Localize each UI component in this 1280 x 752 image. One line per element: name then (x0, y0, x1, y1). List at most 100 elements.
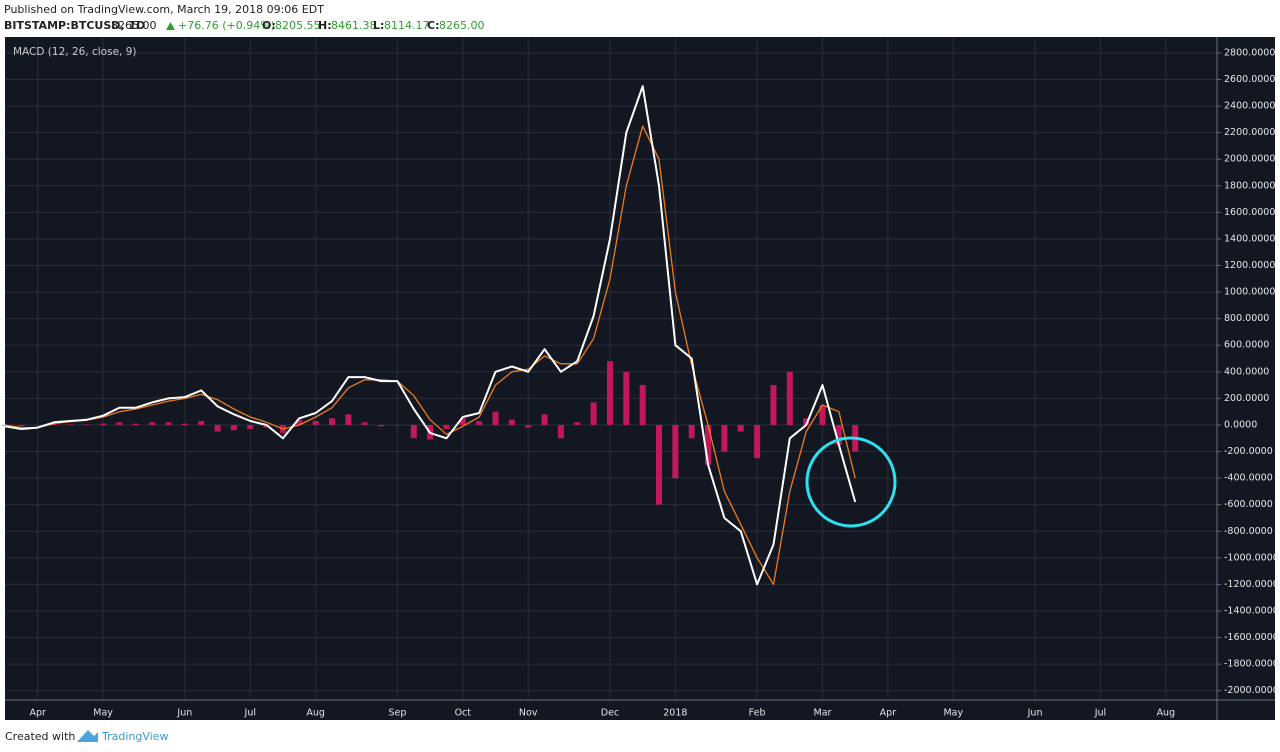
y-tick-label: 2400.0000 (1224, 101, 1275, 112)
y-tick-label: -400.0000 (1224, 473, 1273, 484)
histogram-bar (214, 424, 221, 432)
y-tick-label: 2200.0000 (1224, 127, 1275, 138)
y-tick-label: -800.0000 (1224, 526, 1273, 537)
histogram-bar (656, 424, 662, 505)
published-note: Published on TradingView.com, March 19, … (4, 3, 324, 16)
y-tick-label: 0.0000 (1224, 419, 1257, 430)
histogram-bar (83, 424, 90, 425)
histogram-bar (34, 424, 41, 426)
y-tick-label: 1400.0000 (1224, 233, 1275, 244)
histogram-bar (361, 422, 368, 425)
histogram-bar (835, 424, 842, 445)
histogram-bar (100, 423, 107, 425)
histogram-bar (574, 422, 581, 425)
histogram-bar (247, 424, 254, 429)
y-tick-label: 400.0000 (1224, 366, 1269, 377)
ohlc-label: H: (318, 19, 332, 32)
y-tick-label: -1200.0000 (1224, 579, 1279, 590)
ohlc-label: O: (262, 19, 276, 32)
histogram-bar (230, 424, 237, 431)
histogram-bar (606, 361, 613, 425)
up-arrow (166, 22, 175, 30)
change: +76.76 (+0.94%) (178, 19, 275, 32)
x-tick-label: 2018 (663, 708, 687, 719)
histogram-bar (786, 371, 793, 425)
line (4, 85, 857, 586)
histogram-bar (525, 424, 532, 428)
histogram-bar (443, 424, 450, 429)
histogram-bar (312, 420, 319, 425)
y-tick-label: 600.0000 (1224, 340, 1269, 351)
histogram-bar (378, 424, 385, 427)
x-tick-label: Jul (1094, 708, 1106, 719)
chart-panel (5, 37, 1275, 720)
histogram-bar (67, 424, 74, 425)
histogram-bar (149, 422, 156, 425)
y-tick-label: 1200.0000 (1224, 260, 1275, 271)
x-tick-label: Mar (814, 708, 832, 719)
histogram-bar (51, 423, 58, 425)
x-tick-label: Dec (601, 708, 619, 719)
histogram-bar (754, 424, 761, 459)
ohlc-label: C: (427, 19, 439, 32)
y-tick-label: -1400.0000 (1224, 605, 1279, 616)
x-tick-label: Aug (306, 708, 325, 719)
symbol: BITSTAMP:BTCUSD, 1D (4, 19, 145, 32)
brand: TradingView (101, 730, 168, 743)
y-tick-label: 1000.0000 (1224, 287, 1275, 298)
histogram-bar (116, 422, 123, 425)
histogram-bar (705, 424, 712, 465)
indicator-title: MACD (12, 26, close, 9) (13, 46, 136, 58)
ohlc-label: L: (373, 19, 384, 32)
y-tick-label: 2000.0000 (1224, 154, 1275, 165)
histogram-bar (345, 414, 352, 425)
histogram-bar (476, 420, 483, 425)
histogram-bar (263, 424, 270, 428)
histogram-bar (459, 418, 466, 425)
histogram-bar (557, 424, 564, 439)
histogram-bar (132, 423, 139, 425)
last-price: 8265.00 (111, 19, 157, 32)
x-tick-label: Jun (176, 708, 192, 719)
y-tick-label: -2000.0000 (1224, 685, 1279, 696)
histogram-bar (394, 424, 401, 426)
created-with: Created with (5, 730, 75, 743)
x-tick-label: Aug (1157, 708, 1176, 719)
logo (77, 730, 98, 742)
histogram-bar (410, 424, 417, 439)
x-tick-label: Apr (29, 708, 46, 719)
x-tick-label: Feb (749, 708, 766, 719)
x-tick-label: Jul (244, 708, 256, 719)
y-tick-label: 800.0000 (1224, 313, 1269, 324)
histogram-bar (688, 424, 695, 439)
histogram-bar (803, 418, 810, 425)
histogram-bar (639, 385, 646, 425)
y-tick-label: -1600.0000 (1224, 632, 1279, 643)
y-tick-label: 1600.0000 (1224, 207, 1275, 218)
y-tick-label: 2600.0000 (1224, 74, 1275, 85)
histogram-bar (541, 414, 548, 425)
histogram-bar (721, 424, 728, 452)
plot (2, 37, 1217, 700)
histogram-bar (296, 419, 303, 425)
x-tick-label: May (943, 708, 963, 719)
ohlc-value: 8205.55 (275, 19, 321, 32)
y-tick-label: -1000.0000 (1224, 552, 1279, 563)
ohlc-value: 8461.38 (331, 19, 377, 32)
histogram-bar (737, 424, 744, 432)
x-tick-label: Nov (519, 708, 538, 719)
histogram-bar (623, 371, 630, 425)
histogram-bar (329, 418, 335, 425)
y-tick-label: 2800.0000 (1224, 47, 1275, 58)
x-tick-label: Sep (388, 708, 406, 719)
histogram-bar (198, 420, 205, 425)
y-tick-label: -200.0000 (1224, 446, 1273, 457)
histogram-bar (165, 422, 172, 425)
line (4, 125, 856, 586)
y-tick-label: 1800.0000 (1224, 180, 1275, 191)
histogram-bar (819, 405, 826, 425)
histogram-bar (590, 402, 597, 425)
highlight-circle (805, 436, 897, 528)
y-tick-label: 200.0000 (1224, 393, 1269, 404)
x-tick-label: May (93, 708, 113, 719)
